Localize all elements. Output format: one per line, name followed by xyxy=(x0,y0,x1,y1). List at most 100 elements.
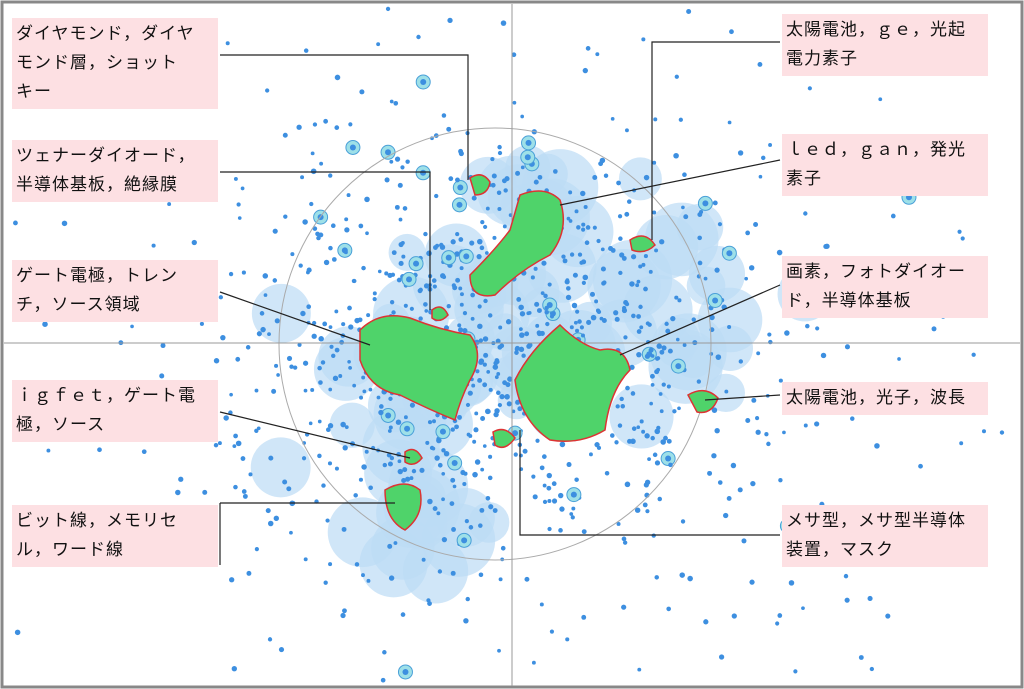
density-dot xyxy=(778,477,783,483)
density-dot xyxy=(233,176,238,181)
density-dot xyxy=(624,301,630,307)
topic-label: ツェナーダイオード， 半導体基板，絶縁膜 xyxy=(12,140,218,202)
density-dot xyxy=(348,324,354,330)
density-dot xyxy=(615,404,620,409)
density-dot xyxy=(482,382,488,388)
density-dot xyxy=(767,332,772,337)
density-dot xyxy=(477,238,483,245)
density-dot xyxy=(432,284,437,289)
density-dot xyxy=(801,606,805,611)
density-dot xyxy=(409,306,414,311)
leader-line xyxy=(219,291,371,346)
density-dot xyxy=(387,272,393,279)
density-dot xyxy=(483,298,488,304)
density-dot xyxy=(756,351,761,356)
density-dot xyxy=(748,265,755,271)
density-dot xyxy=(376,42,381,47)
density-dot xyxy=(890,213,896,219)
density-dot xyxy=(755,429,761,435)
density-dot xyxy=(610,433,615,438)
density-dot xyxy=(511,409,516,414)
density-dot xyxy=(315,231,320,237)
density-dot xyxy=(467,390,473,396)
density-dot xyxy=(228,271,234,277)
density-dot xyxy=(202,489,208,495)
density-dot xyxy=(624,211,630,217)
density-dot xyxy=(643,174,650,181)
density-dot xyxy=(553,169,558,174)
density-dot xyxy=(497,144,502,150)
density-dot xyxy=(542,483,547,488)
cluster xyxy=(359,315,479,422)
density-dot xyxy=(334,466,339,471)
density-dot xyxy=(308,421,313,426)
density-dot xyxy=(519,311,526,317)
density-dot xyxy=(61,220,68,227)
density-dot xyxy=(488,504,494,510)
density-dot xyxy=(340,421,346,428)
density-dot xyxy=(455,177,460,183)
density-dot xyxy=(768,339,773,345)
density-dot xyxy=(452,484,457,489)
density-dot xyxy=(581,280,586,285)
label-line: ｌｅｄ，ｇａｎ，発光 xyxy=(786,140,966,160)
density-dot xyxy=(450,477,456,483)
density-dot xyxy=(377,269,382,274)
density-dot xyxy=(457,327,464,333)
density-dot xyxy=(634,507,641,513)
density-dot xyxy=(527,311,532,315)
leader-line xyxy=(704,394,781,401)
density-dot xyxy=(265,88,270,93)
density-dot xyxy=(42,321,48,327)
density-dot xyxy=(630,254,637,260)
density-dot xyxy=(650,435,655,441)
density-dot xyxy=(296,124,302,130)
density-dot xyxy=(753,222,759,227)
density-dot xyxy=(782,430,786,435)
density-dot xyxy=(641,262,646,267)
density-dot xyxy=(460,469,466,476)
density-dot xyxy=(665,328,671,334)
density-dot xyxy=(160,343,166,349)
density-dot xyxy=(650,382,655,387)
density-dot xyxy=(636,352,642,358)
density-dot xyxy=(433,245,438,250)
density-dot xyxy=(259,311,265,316)
density-dot xyxy=(579,325,584,330)
density-dot xyxy=(441,536,448,543)
density-dot xyxy=(477,304,482,309)
density-dot xyxy=(330,223,336,229)
density-dot xyxy=(470,316,475,321)
density-dot xyxy=(642,502,648,508)
density-dot xyxy=(575,328,580,333)
density-dot xyxy=(437,462,443,468)
density-dot xyxy=(580,333,585,338)
topic-label: 画素，フォトダイオー ド，半導体基板 xyxy=(782,256,988,318)
leader-line xyxy=(220,54,469,180)
density-dot xyxy=(571,302,578,309)
density-dot xyxy=(532,494,538,500)
density-dot xyxy=(402,668,409,675)
density-dot xyxy=(547,499,552,504)
density-dot xyxy=(544,309,549,315)
density-dot xyxy=(329,344,334,349)
density-dot xyxy=(874,443,880,449)
topic-label: メサ型，メサ型半導体 装置，マスク xyxy=(782,505,988,567)
density-dot xyxy=(569,325,574,330)
density-dot xyxy=(568,190,573,195)
density-dot xyxy=(672,409,677,414)
density-dot xyxy=(274,363,279,368)
density-dot xyxy=(366,578,371,583)
label-line: 極，ソース xyxy=(16,415,106,435)
density-dot xyxy=(495,338,501,344)
density-dot xyxy=(707,471,712,476)
density-dot xyxy=(167,202,172,207)
density-dot xyxy=(566,462,572,468)
density-dot xyxy=(775,621,780,626)
density-dot xyxy=(878,97,883,102)
density-dot xyxy=(500,545,506,551)
density-dot xyxy=(613,310,619,316)
density-dot xyxy=(668,462,673,468)
density-dot xyxy=(427,498,433,505)
density-dot xyxy=(478,572,484,578)
